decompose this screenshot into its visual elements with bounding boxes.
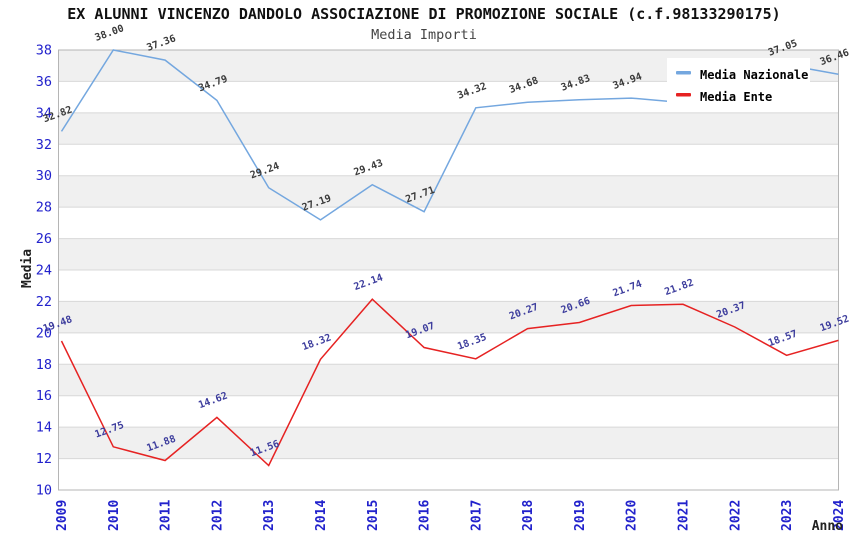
y-tick-label: 38 <box>36 43 52 59</box>
y-tick-label: 22 <box>36 294 52 310</box>
background-band <box>58 112 839 145</box>
x-tick-label: 2021 <box>677 500 692 531</box>
y-tick-label: 18 <box>36 357 52 373</box>
background-band <box>58 238 839 270</box>
y-tick-label: 24 <box>36 263 52 279</box>
x-tick-label: 2016 <box>418 500 433 531</box>
data-point-label: 18.35 <box>456 332 488 353</box>
x-tick-label: 2013 <box>262 500 277 531</box>
data-point-label: 22.14 <box>353 272 385 293</box>
x-tick-label: 2020 <box>625 500 640 531</box>
data-point-label: 34.32 <box>456 81 488 102</box>
y-tick-label: 30 <box>36 168 52 184</box>
y-tick-label: 10 <box>36 483 52 499</box>
background-band <box>58 364 839 396</box>
x-tick-label: 2019 <box>573 500 588 531</box>
legend-background <box>667 58 810 104</box>
x-tick-label: 2017 <box>469 500 484 531</box>
x-tick-label: 2015 <box>366 500 381 531</box>
y-tick-label: 34 <box>36 105 52 121</box>
data-point-label: 21.74 <box>611 279 643 300</box>
x-tick-label: 2014 <box>314 500 329 531</box>
legend-marker-media-nazionale-icon <box>676 71 691 75</box>
x-tick-label: 2018 <box>521 500 536 531</box>
y-tick-label: 12 <box>36 451 52 467</box>
page-title: EX ALUNNI VINCENZO DANDOLO ASSOCIAZIONE … <box>67 5 780 23</box>
legend: Media Nazionale Media Ente <box>667 58 810 104</box>
y-axis-title: Media <box>20 249 35 288</box>
background-band <box>58 175 839 208</box>
series-line-media-ente <box>60 298 839 467</box>
x-tick-label: 2022 <box>728 500 743 531</box>
y-tick-label: 28 <box>36 200 52 216</box>
y-tick-label: 14 <box>36 420 52 436</box>
data-point-label: 38.00 <box>94 23 126 44</box>
x-tick-label: 2010 <box>107 500 122 531</box>
background-band <box>58 427 839 459</box>
y-tick-label: 32 <box>36 137 52 153</box>
y-tick-label: 26 <box>36 231 52 247</box>
legend-item-media-ente: Media Ente <box>676 90 772 104</box>
legend-item-media-nazionale: Media Nazionale <box>676 68 808 82</box>
x-tick-label: 2011 <box>159 500 174 531</box>
chart-subtitle: Media Importi <box>371 27 477 43</box>
y-tick-label: 36 <box>36 74 52 90</box>
y-tick-label: 16 <box>36 388 52 404</box>
legend-label-media-nazionale: Media Nazionale <box>700 68 808 82</box>
background-band <box>58 301 839 333</box>
x-tick-label: 2009 <box>55 500 70 531</box>
x-axis-title: Anno <box>812 519 843 534</box>
plot-border <box>58 49 839 491</box>
y-tick-label: 20 <box>36 325 52 341</box>
legend-label-media-ente: Media Ente <box>700 90 772 104</box>
x-tick-label: 2024 <box>832 500 847 531</box>
data-point-label: 21.82 <box>663 277 695 298</box>
legend-marker-media-ente-icon <box>676 93 691 97</box>
x-tick-label: 2012 <box>210 500 225 531</box>
x-tick-label: 2023 <box>780 500 795 531</box>
